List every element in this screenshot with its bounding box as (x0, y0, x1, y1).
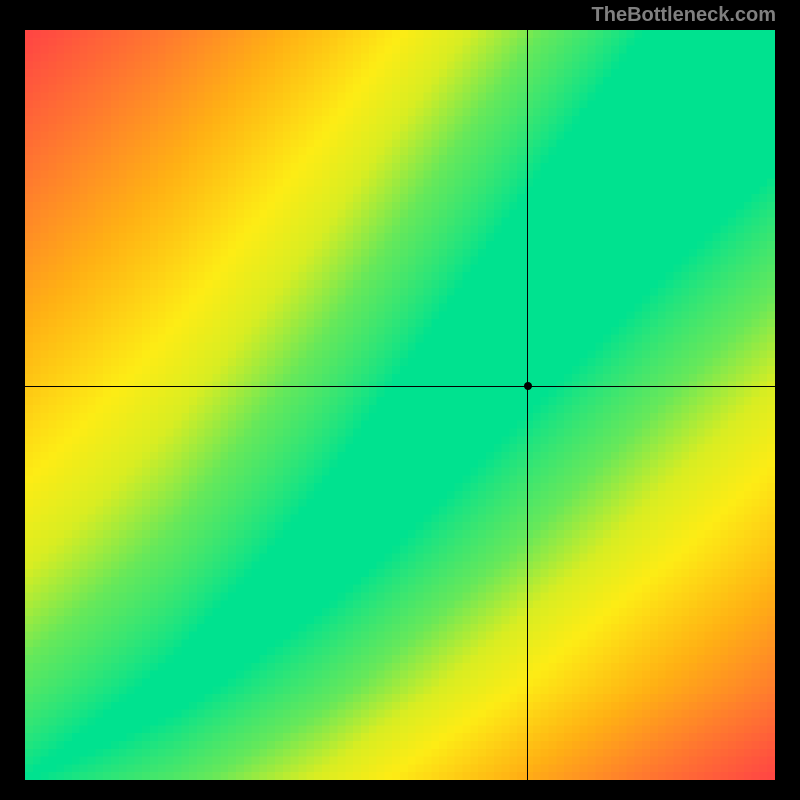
crosshair-horizontal (25, 386, 775, 387)
crosshair-vertical (527, 30, 528, 780)
watermark: TheBottleneck.com (592, 4, 776, 27)
marker-dot (524, 382, 532, 390)
bottleneck-heatmap (25, 30, 775, 780)
chart-container: TheBottleneck.com (0, 0, 800, 800)
